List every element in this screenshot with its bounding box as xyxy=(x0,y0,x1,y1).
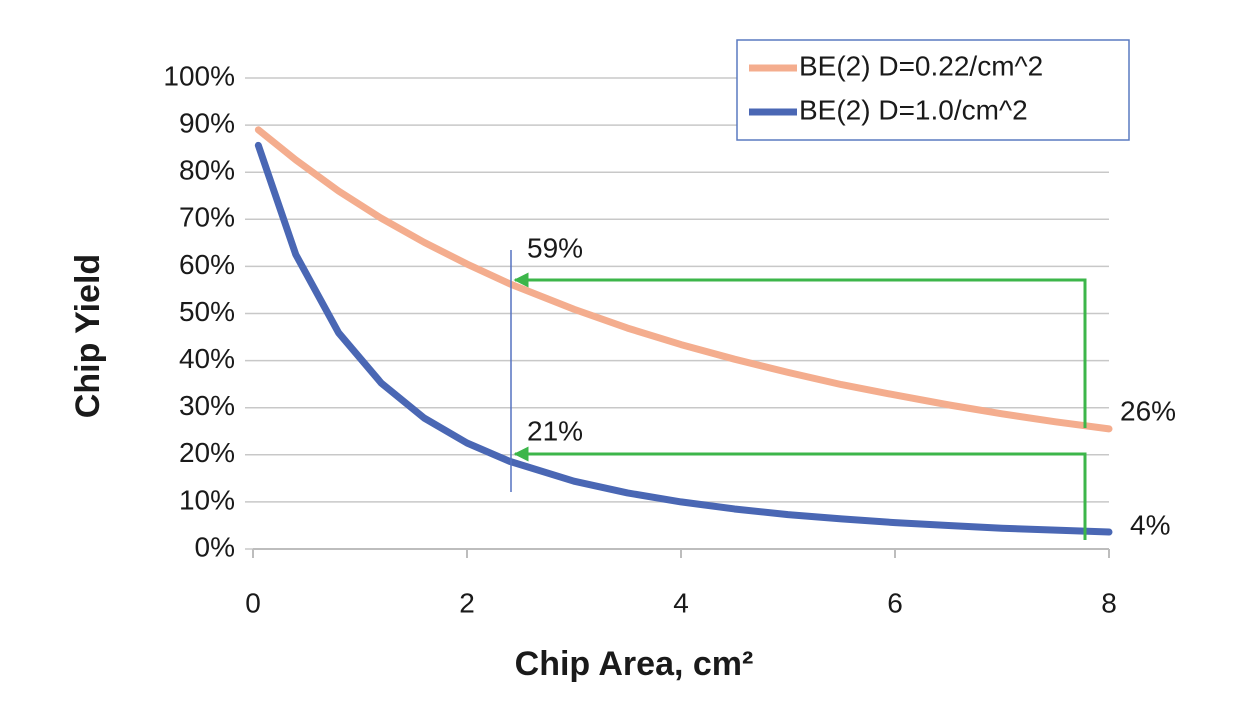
y-tick-label: 100% xyxy=(163,60,235,91)
annotation: 21% xyxy=(527,415,583,446)
y-axis-title: Chip Yield xyxy=(69,254,107,418)
x-tick-label: 2 xyxy=(459,587,475,618)
y-tick-label: 20% xyxy=(179,437,235,468)
x-tick-label: 6 xyxy=(887,587,903,618)
arrow xyxy=(513,272,1087,428)
series-line xyxy=(254,126,1113,433)
y-tick-label: 60% xyxy=(179,249,235,280)
annotation: 4% xyxy=(1130,509,1170,540)
arrow xyxy=(513,446,1087,540)
x-tick-label: 0 xyxy=(245,587,261,618)
grid xyxy=(245,77,1110,558)
x-axis-title: Chip Area, cm² xyxy=(515,645,754,683)
y-tick-label: 80% xyxy=(179,155,235,186)
y-tick-label: 90% xyxy=(179,107,235,138)
lines xyxy=(254,126,1113,536)
annotation: 59% xyxy=(527,232,583,263)
y-tick-label: 70% xyxy=(179,202,235,233)
x-tick-label: 8 xyxy=(1101,587,1117,618)
y-tick-label: 0% xyxy=(195,531,235,562)
y-tick-label: 40% xyxy=(179,343,235,374)
annotation: 26% xyxy=(1120,395,1176,426)
x-tick-label: 4 xyxy=(673,587,689,618)
y-tick-label: 30% xyxy=(179,390,235,421)
legend-label: BE(2) D=1.0/cm^2 xyxy=(799,94,1028,125)
y-tick-label: 50% xyxy=(179,296,235,327)
y-tick-label: 10% xyxy=(179,484,235,515)
legend-box xyxy=(736,39,1130,141)
legend-label: BE(2) D=0.22/cm^2 xyxy=(799,50,1043,81)
series-line xyxy=(254,141,1113,536)
